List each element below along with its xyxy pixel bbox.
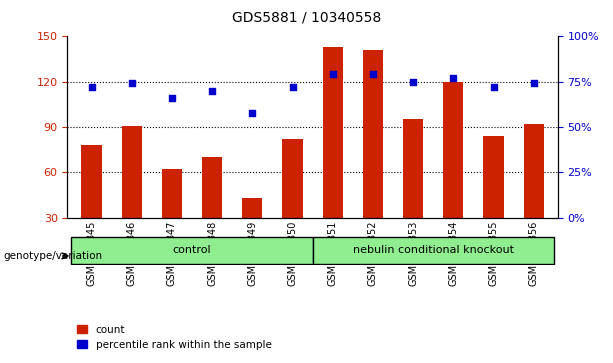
Bar [242, 198, 262, 263]
Text: genotype/variation: genotype/variation [3, 251, 102, 261]
Bar [363, 50, 383, 263]
Point [489, 84, 498, 90]
Point [207, 88, 217, 94]
Point [167, 95, 177, 101]
Bar [283, 139, 303, 263]
Bar [443, 82, 463, 263]
Bar [122, 126, 142, 263]
Bar [202, 157, 222, 263]
Legend: count, percentile rank within the sample: count, percentile rank within the sample [72, 321, 276, 354]
Text: control: control [173, 245, 211, 256]
Text: nebulin conditional knockout: nebulin conditional knockout [352, 245, 514, 256]
Point [529, 81, 539, 86]
Bar [82, 145, 102, 263]
Bar [524, 124, 544, 263]
Bar [484, 136, 503, 263]
Bar [403, 119, 423, 263]
Point [449, 75, 459, 81]
Point [368, 72, 378, 77]
Bar [322, 47, 343, 263]
Point [408, 79, 418, 85]
Bar [72, 237, 313, 264]
Point [287, 84, 297, 90]
Point [248, 110, 257, 115]
Bar [313, 237, 554, 264]
Point [328, 72, 338, 77]
Point [86, 84, 96, 90]
Bar [162, 170, 182, 263]
Text: GDS5881 / 10340558: GDS5881 / 10340558 [232, 11, 381, 25]
Point [127, 81, 137, 86]
